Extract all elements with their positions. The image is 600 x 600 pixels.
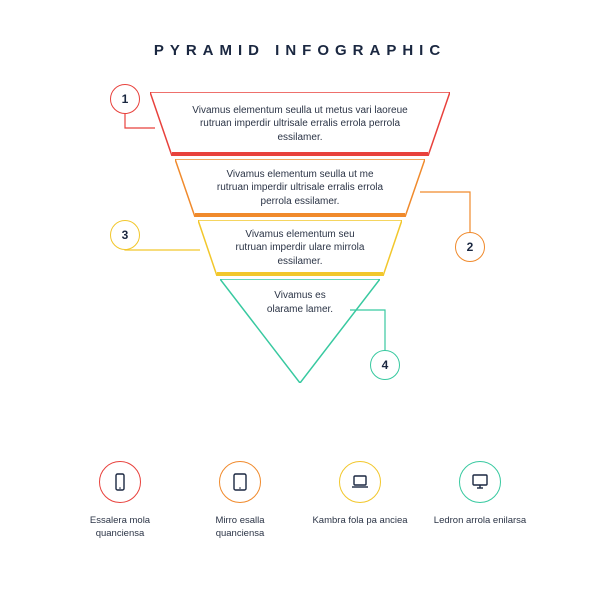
icon-label: Essalera mola quanciensa (70, 515, 170, 540)
laptop-icon (339, 461, 381, 503)
monitor-icon (459, 461, 501, 503)
icon-item-3: Kambra fola pa anciea (310, 461, 410, 540)
icon-label: Kambra fola pa anciea (312, 515, 407, 527)
page-title: PYRAMID INFOGRAPHIC (0, 42, 600, 59)
step-badge-3: 3 (110, 220, 140, 250)
funnel-segment-1: Vivamus elementum seulla ut metus vari l… (150, 92, 450, 156)
funnel-segment-text: Vivamus elementum seulla ut me rutruan i… (195, 162, 405, 215)
icon-item-1: Essalera mola quanciensa (70, 461, 170, 540)
icon-label: Ledron arrola enilarsa (434, 515, 526, 527)
funnel-segment-text: Vivamus elementum seu rutruan imperdir u… (217, 222, 383, 275)
funnel-segment-3: Vivamus elementum seu rutruan imperdir u… (198, 220, 402, 276)
funnel: Vivamus elementum seulla ut metus vari l… (140, 92, 460, 383)
icon-label: Mirro esalla quanciensa (190, 515, 290, 540)
funnel-segment-4: Vivamus es olarame lamer. (220, 279, 380, 383)
icon-item-2: Mirro esalla quanciensa (190, 461, 290, 540)
step-badge-4: 4 (370, 350, 400, 380)
tablet-icon (219, 461, 261, 503)
icon-row: Essalera mola quanciensa Mirro esalla qua… (70, 461, 530, 540)
funnel-segment-text: Vivamus elementum seulla ut metus vari l… (172, 98, 428, 151)
funnel-segment-text: Vivamus es olarame lamer. (240, 279, 360, 322)
funnel-segment-2: Vivamus elementum seulla ut me rutruan i… (175, 159, 425, 217)
phone-icon (99, 461, 141, 503)
step-badge-2: 2 (455, 232, 485, 262)
step-badge-1: 1 (110, 84, 140, 114)
icon-item-4: Ledron arrola enilarsa (430, 461, 530, 540)
